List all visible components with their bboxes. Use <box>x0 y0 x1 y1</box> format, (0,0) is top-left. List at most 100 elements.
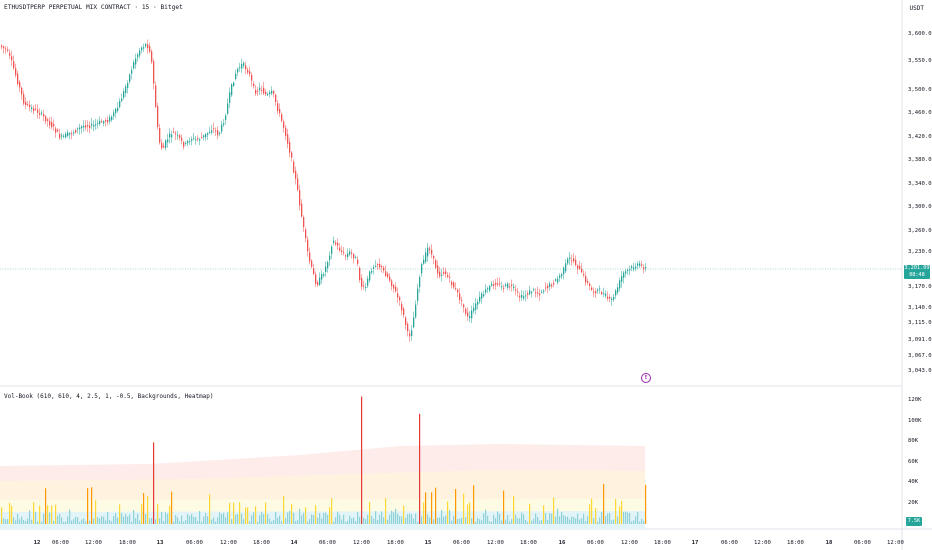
volume-bar <box>87 488 89 524</box>
volume-bar <box>399 516 401 524</box>
volume-bar <box>183 521 185 524</box>
volume-bar <box>485 509 487 524</box>
price-candle <box>231 84 233 96</box>
price-candle <box>489 285 491 291</box>
chart-symbol-title[interactable]: ETHUSDTPERP PERPETUAL MIX CONTRACT · 15 … <box>4 4 183 11</box>
price-axis-tick: 3,460.00 <box>908 110 932 116</box>
price-candle <box>111 116 113 121</box>
price-candle <box>219 132 221 134</box>
price-candle <box>279 109 281 114</box>
price-candle <box>221 124 223 132</box>
volume-bar <box>567 516 569 524</box>
volume-bar <box>437 517 439 524</box>
volume-bar <box>101 516 103 524</box>
volume-bar <box>185 519 187 524</box>
price-candle <box>547 285 549 289</box>
price-candle <box>395 286 397 292</box>
price-candle <box>445 271 447 275</box>
volume-bar <box>447 501 449 524</box>
volume-bar <box>167 513 169 524</box>
price-candle <box>185 142 187 144</box>
price-candle <box>277 103 279 111</box>
event-marker-icon[interactable]: E <box>641 373 651 383</box>
volume-bar <box>379 514 381 524</box>
price-candle <box>627 269 629 271</box>
volume-bar <box>267 514 269 524</box>
volume-bar <box>341 519 343 524</box>
volume-bar <box>191 514 193 524</box>
price-candle <box>157 106 159 128</box>
volume-bar <box>9 502 11 524</box>
volume-bar <box>123 516 125 524</box>
price-candle <box>459 293 461 301</box>
volume-bar <box>323 512 325 524</box>
price-candle <box>77 128 79 130</box>
price-candle <box>121 98 123 102</box>
price-candle <box>145 44 147 47</box>
price-candle <box>341 250 343 253</box>
volume-bar <box>235 514 237 524</box>
price-candle <box>485 289 487 293</box>
price-candle <box>569 257 571 260</box>
volume-bar <box>83 518 85 524</box>
price-candle <box>297 178 299 190</box>
price-candle <box>351 252 353 254</box>
volume-bar <box>617 516 619 524</box>
price-candle <box>475 303 477 310</box>
price-candle <box>85 125 87 128</box>
indicator-label[interactable]: Vol-Book (610, 610, 4, 2.5, 1, -0.5, Bac… <box>4 393 214 400</box>
price-candle <box>491 283 493 286</box>
volume-bar <box>359 516 361 524</box>
volume-bar <box>423 502 425 524</box>
volume-bar <box>5 519 7 524</box>
price-candle <box>99 120 101 125</box>
price-candle <box>267 94 269 96</box>
price-candle <box>67 132 69 136</box>
volume-bar <box>3 518 5 524</box>
price-candle <box>465 308 467 314</box>
price-candle <box>615 290 617 296</box>
time-axis-tick: 16 <box>558 540 566 546</box>
volume-bar <box>13 517 15 524</box>
volume-bar <box>575 518 577 524</box>
price-candle <box>165 140 167 148</box>
price-candle <box>359 267 361 281</box>
price-candle <box>143 47 145 49</box>
price-candle <box>17 73 19 85</box>
price-candle <box>11 56 13 61</box>
price-candle <box>643 267 645 270</box>
volume-bar <box>153 442 155 524</box>
price-candle <box>595 291 597 294</box>
price-candle <box>645 267 647 269</box>
volume-bar <box>57 515 59 524</box>
volume-bar <box>501 520 503 524</box>
volume-bar <box>533 518 535 524</box>
volume-bar <box>525 520 527 524</box>
price-candle <box>403 308 405 315</box>
price-candle <box>617 287 619 293</box>
volume-bar <box>631 521 633 524</box>
volume-bar <box>297 520 299 524</box>
volume-bar <box>613 519 615 524</box>
volume-bar <box>529 503 531 524</box>
price-candle <box>513 286 515 289</box>
volume-bar <box>115 513 117 524</box>
price-candle <box>305 229 307 239</box>
price-candle <box>447 275 449 277</box>
volume-bar <box>39 505 41 524</box>
price-candle <box>57 129 59 132</box>
price-candle <box>553 282 555 285</box>
price-candle <box>313 268 315 275</box>
volume-bar <box>197 521 199 524</box>
volume-bar <box>499 513 501 524</box>
volume-bar <box>597 521 599 524</box>
price-candle <box>207 133 209 135</box>
time-axis-tick: 06:00 <box>721 540 738 546</box>
volume-bar <box>71 520 73 524</box>
volume-bar <box>53 520 55 524</box>
volume-bar <box>453 515 455 524</box>
volume-bar <box>383 517 385 524</box>
volume-bar <box>217 517 219 524</box>
volume-bar <box>89 520 91 524</box>
